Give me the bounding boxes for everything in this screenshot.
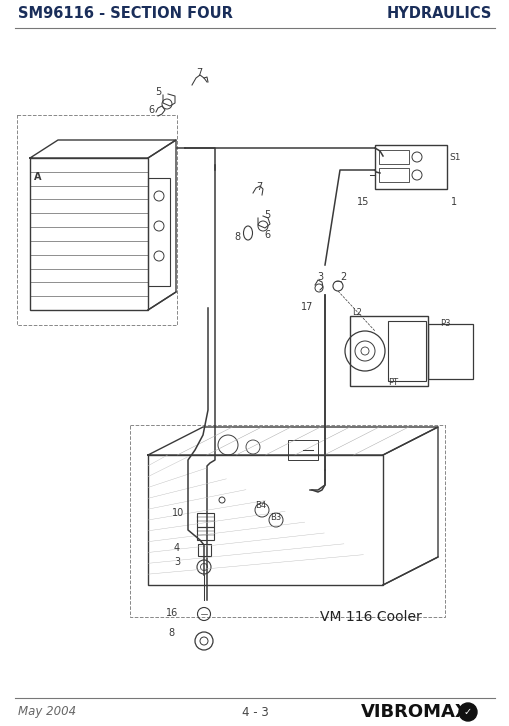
Text: 5: 5 [155, 87, 161, 97]
Text: 1: 1 [450, 197, 456, 207]
Bar [378, 168, 408, 182]
Text: 17: 17 [300, 302, 313, 312]
Bar [148, 178, 169, 286]
Text: 7: 7 [195, 68, 202, 78]
Bar [148, 455, 382, 585]
Bar [378, 150, 408, 164]
Text: VIBROMAX: VIBROMAX [360, 703, 468, 721]
Text: May 2004: May 2004 [18, 706, 76, 719]
Text: 16: 16 [165, 608, 178, 618]
Bar [130, 425, 444, 617]
Text: 3: 3 [317, 272, 323, 282]
Text: PT: PT [387, 378, 398, 387]
Circle shape [458, 703, 476, 721]
Text: S1: S1 [448, 153, 460, 162]
Text: 15: 15 [356, 197, 369, 207]
Text: 8: 8 [167, 628, 174, 638]
Text: 6: 6 [148, 105, 154, 115]
Text: 6: 6 [264, 230, 270, 240]
Text: 3: 3 [174, 557, 180, 567]
Text: 8: 8 [234, 232, 240, 242]
Text: 5: 5 [264, 210, 270, 220]
Bar [427, 324, 472, 379]
Text: 10: 10 [172, 508, 184, 518]
Bar [197, 544, 211, 556]
Text: B3: B3 [269, 513, 280, 522]
Text: B4: B4 [254, 501, 266, 510]
Text: HYDRAULICS: HYDRAULICS [386, 7, 491, 22]
Text: 7: 7 [256, 182, 262, 192]
Text: 4: 4 [174, 543, 180, 553]
Bar [374, 145, 446, 189]
Bar [387, 321, 425, 381]
Text: SM96116 - SECTION FOUR: SM96116 - SECTION FOUR [18, 7, 233, 22]
Text: 2: 2 [340, 272, 346, 282]
Bar [17, 115, 177, 325]
Text: ✓: ✓ [463, 707, 471, 717]
Text: A: A [34, 172, 41, 182]
Text: 4 - 3: 4 - 3 [241, 706, 268, 719]
Text: L2: L2 [351, 308, 361, 317]
Bar [196, 527, 214, 540]
Bar [288, 440, 318, 460]
Bar [196, 513, 214, 527]
Text: P3: P3 [439, 319, 449, 328]
Text: VM 116 Cooler: VM 116 Cooler [319, 610, 421, 624]
Bar [30, 158, 148, 310]
Bar [349, 316, 427, 386]
